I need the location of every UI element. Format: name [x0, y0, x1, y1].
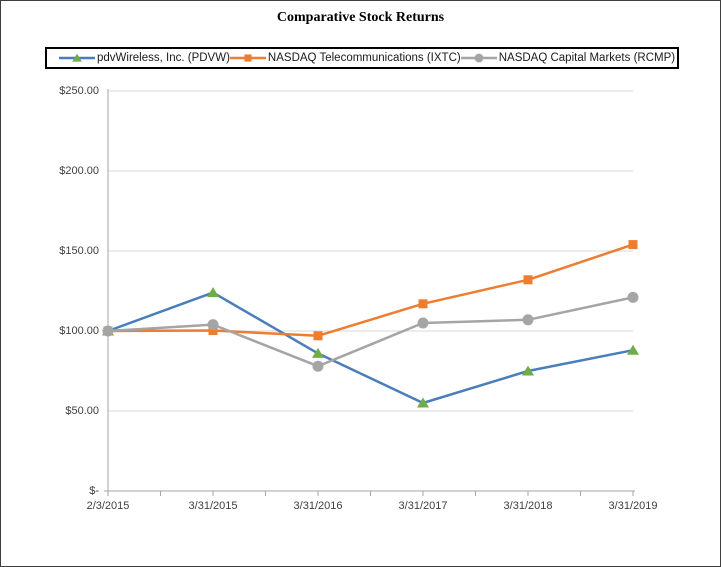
legend-item-ixtc: NASDAQ Telecommunications (IXTC)	[229, 52, 461, 64]
y-tick-label: $-	[89, 485, 99, 497]
x-tick-label: 3/31/2018	[503, 500, 553, 512]
x-tick-label: 3/31/2016	[293, 500, 343, 512]
legend-label-pdvw: pdvWireless, Inc. (PDVW)	[97, 52, 230, 64]
legend-label-ixtc: NASDAQ Telecommunications (IXTC)	[267, 52, 461, 64]
y-tick-label: $150.00	[59, 245, 99, 257]
ixtc-line-square-icon	[229, 52, 266, 64]
x-tick-label: 2/3/2015	[86, 500, 130, 512]
rcmp-line-circle-icon	[460, 52, 497, 64]
pdvw-line-triangle-icon	[59, 52, 95, 64]
legend: pdvWireless, Inc. (PDVW) NASDAQ Telecomm…	[45, 47, 679, 69]
y-tick-label: $50.00	[65, 405, 99, 417]
y-tick-label: $250.00	[59, 85, 99, 97]
legend-label-rcmp: NASDAQ Capital Markets (RCMP)	[498, 52, 676, 64]
x-tick-label: 3/31/2015	[188, 500, 238, 512]
x-tick-label: 3/31/2017	[398, 500, 448, 512]
legend-item-rcmp: NASDAQ Capital Markets (RCMP)	[460, 52, 676, 64]
chart-title: Comparative Stock Returns	[276, 10, 445, 25]
y-tick-label: $200.00	[59, 165, 99, 177]
y-tick-label: $100.00	[59, 325, 99, 337]
legend-item-pdvw: pdvWireless, Inc. (PDVW)	[59, 52, 230, 64]
x-tick-label: 3/31/2019	[608, 500, 658, 512]
